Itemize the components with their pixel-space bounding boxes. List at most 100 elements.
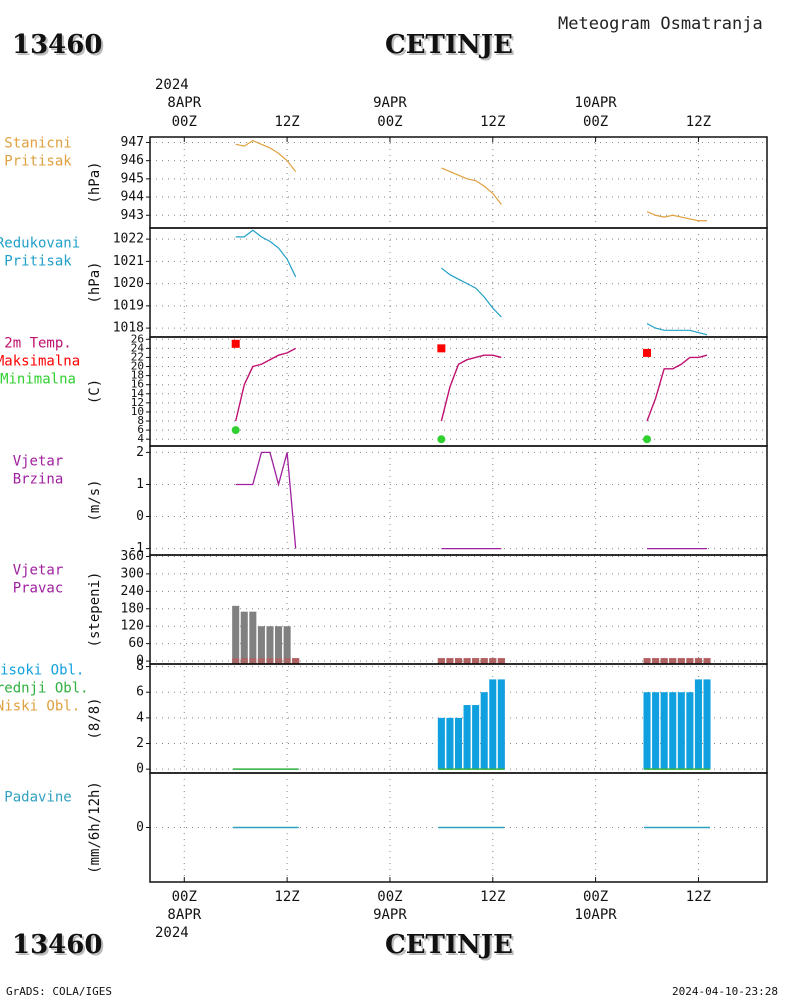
y-tick-label: 1020 [113,276,144,291]
wind-direction-calm-bar [489,658,497,665]
max-temp-marker [437,344,446,353]
panel-label: Vjetar [13,454,64,470]
wind-direction-bar [266,626,274,665]
y-tick-label: 1021 [113,254,144,269]
wind-direction-calm-bar [249,658,257,665]
bottom-hour-label: 12Z [686,889,711,905]
bottom-hour-label: 00Z [583,889,608,905]
top-date-label: 9APR [373,95,407,111]
panel-label: Brzina [13,472,64,488]
y-tick-label: 945 [121,171,144,186]
top-date-label: 8APR [167,95,201,111]
cloud-cover-bar [454,717,463,770]
panel-label: Padavine [4,790,71,806]
y-tick-label: 12 [131,396,144,409]
top-hour-label: 00Z [172,114,197,130]
y-tick-label: 14 [131,387,145,400]
wind-direction-calm-bar [703,658,711,665]
wind-direction-calm-bar [454,658,463,665]
axis-unit-label: (hPa) [87,161,103,203]
station-id-top: 13460 [12,30,103,60]
y-tick-label: 10 [131,405,144,418]
axis-unit-label: (mm/6h/12h) [87,781,103,874]
wind-speed-line [235,451,297,549]
top-hour-label: 00Z [377,114,402,130]
y-tick-label: 1018 [113,321,144,336]
bottom-hour-label: 12Z [480,889,505,905]
y-tick-label: 4 [136,710,144,725]
cloud-cover-bar [463,705,471,770]
y-tick-label: 24 [131,341,145,354]
cloud-cover-bar [643,692,651,770]
panel-label: 2m Temp. [4,336,71,352]
panel-label: Visoki Obl. [0,663,84,679]
cloud-cover-bar [703,679,711,770]
y-tick-label: 0 [136,509,144,524]
panel-label: Pritisak [4,254,72,270]
reduced-pressure-line [235,229,297,278]
wind-direction-calm-bar [497,658,505,665]
bottom-date-label: 9APR [373,907,407,923]
panel-label: Minimalna [0,372,76,388]
top-hour-label: 12Z [480,114,505,130]
max-temp-marker [231,339,240,348]
y-tick-label: 18 [131,369,144,382]
station-pressure-line [646,211,708,222]
station-pressure-line [441,167,502,205]
y-tick-label: 60 [128,636,144,651]
cloud-cover-bar [497,679,505,770]
bottom-hour-label: 00Z [377,889,402,905]
y-tick-label: 944 [121,190,145,205]
cloud-cover-bar [686,692,694,770]
y-tick-label: 1 [136,477,144,492]
station-pressure-line [235,139,297,172]
wind-direction-calm-bar [480,658,488,665]
y-tick-label: 180 [121,601,144,616]
panel-frame [149,136,768,229]
y-tick-label: 8 [136,659,144,674]
wind-direction-calm-bar [669,658,677,665]
reduced-pressure-line [646,323,708,336]
wind-direction-bar [232,605,240,665]
axis-unit-label: (stepeni) [87,572,103,648]
station-name-bottom: CETINJE [385,930,513,960]
y-tick-label: 1022 [113,232,144,247]
y-tick-label: 120 [121,619,144,634]
y-tick-label: 947 [121,135,144,150]
panel-frame [149,772,768,883]
y-tick-label: -1 [128,541,144,556]
bottom-date-label: 8APR [167,907,201,923]
y-tick-label: 2 [136,445,144,460]
y-tick-label: 20 [131,360,144,373]
y-tick-label: 6 [137,423,144,436]
panel-label: Srednji Obl. [0,681,89,697]
top-hour-label: 12Z [686,114,711,130]
cloud-cover-bar [437,717,445,770]
y-tick-label: 946 [121,153,144,168]
panel-label: Maksimalna [0,354,80,370]
cloud-cover-bar [652,692,660,770]
wind-direction-calm-bar [463,658,471,665]
temperature-line [440,354,502,422]
y-tick-label: 360 [121,549,144,564]
meteogram-subtitle: Meteogram Osmatranja [558,14,763,34]
panel-label: Stanicni [4,136,71,152]
wind-direction-bar [249,611,257,665]
min-temp-marker [437,435,446,444]
cloud-cover-bar [480,692,488,770]
wind-direction-calm-bar [472,658,480,665]
year-label-top: 2024 [155,77,189,93]
wind-direction-bar [283,626,291,665]
max-temp-marker [643,348,652,357]
top-date-label: 10APR [575,95,618,111]
credit-text: GrADS: COLA/IGES [6,985,112,998]
cloud-cover-bar [677,692,685,770]
wind-direction-calm-bar [266,658,274,665]
y-tick-label: 943 [121,208,144,223]
cloud-cover-bar [472,705,480,770]
panel-label: Pritisak [4,154,72,170]
panel-label: Redukovani [0,236,80,252]
panel-frame [149,227,768,338]
